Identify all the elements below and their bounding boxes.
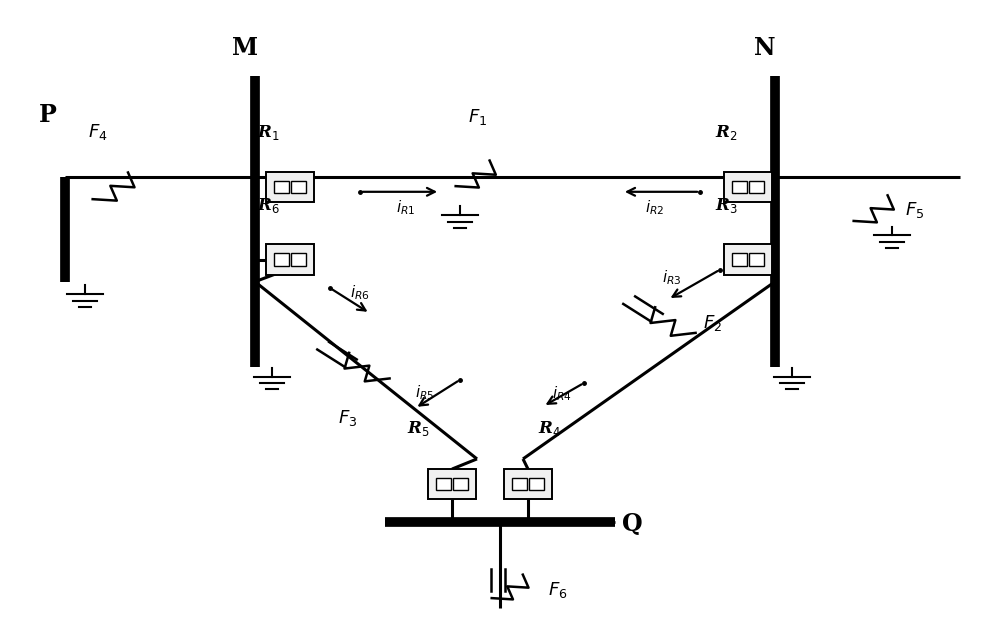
Text: $F_3$: $F_3$	[338, 408, 358, 429]
Text: $F_6$: $F_6$	[548, 580, 568, 600]
Text: R$_6$: R$_6$	[257, 196, 279, 215]
Text: Q: Q	[622, 512, 643, 536]
Text: $i_{R1}$: $i_{R1}$	[396, 198, 416, 217]
Bar	[749, 253, 764, 266]
Bar	[529, 478, 544, 491]
Bar	[291, 180, 306, 193]
Bar	[291, 253, 306, 266]
Bar	[274, 180, 289, 193]
Text: $i_{R3}$: $i_{R3}$	[662, 268, 682, 287]
Text: M: M	[232, 36, 258, 60]
Text: R$_1$: R$_1$	[257, 123, 279, 142]
Bar	[724, 244, 772, 275]
Bar	[266, 244, 314, 275]
Bar	[436, 478, 451, 491]
Bar	[749, 180, 764, 193]
Text: $F_2$: $F_2$	[703, 313, 722, 333]
Text: N: N	[754, 36, 776, 60]
Text: $i_{R6}$: $i_{R6}$	[350, 283, 370, 302]
Text: $i_{R2}$: $i_{R2}$	[645, 198, 665, 217]
Text: R$_5$: R$_5$	[407, 419, 429, 438]
Text: $F_5$: $F_5$	[905, 200, 924, 220]
Bar	[274, 253, 289, 266]
Bar	[428, 469, 476, 499]
Text: $F_1$: $F_1$	[468, 106, 488, 127]
Bar	[512, 478, 527, 491]
Text: R$_3$: R$_3$	[715, 196, 737, 215]
Text: $F_4$: $F_4$	[88, 122, 108, 142]
Text: R$_4$: R$_4$	[538, 419, 562, 438]
Bar	[266, 172, 314, 202]
Bar	[453, 478, 468, 491]
Bar	[504, 469, 552, 499]
Bar	[724, 172, 772, 202]
Text: P: P	[39, 103, 57, 127]
Bar	[732, 180, 747, 193]
Bar	[732, 253, 747, 266]
Text: R$_2$: R$_2$	[715, 123, 737, 142]
Text: $i_{R4}$: $i_{R4}$	[552, 384, 572, 403]
Text: $i_{R5}$: $i_{R5}$	[415, 383, 435, 402]
